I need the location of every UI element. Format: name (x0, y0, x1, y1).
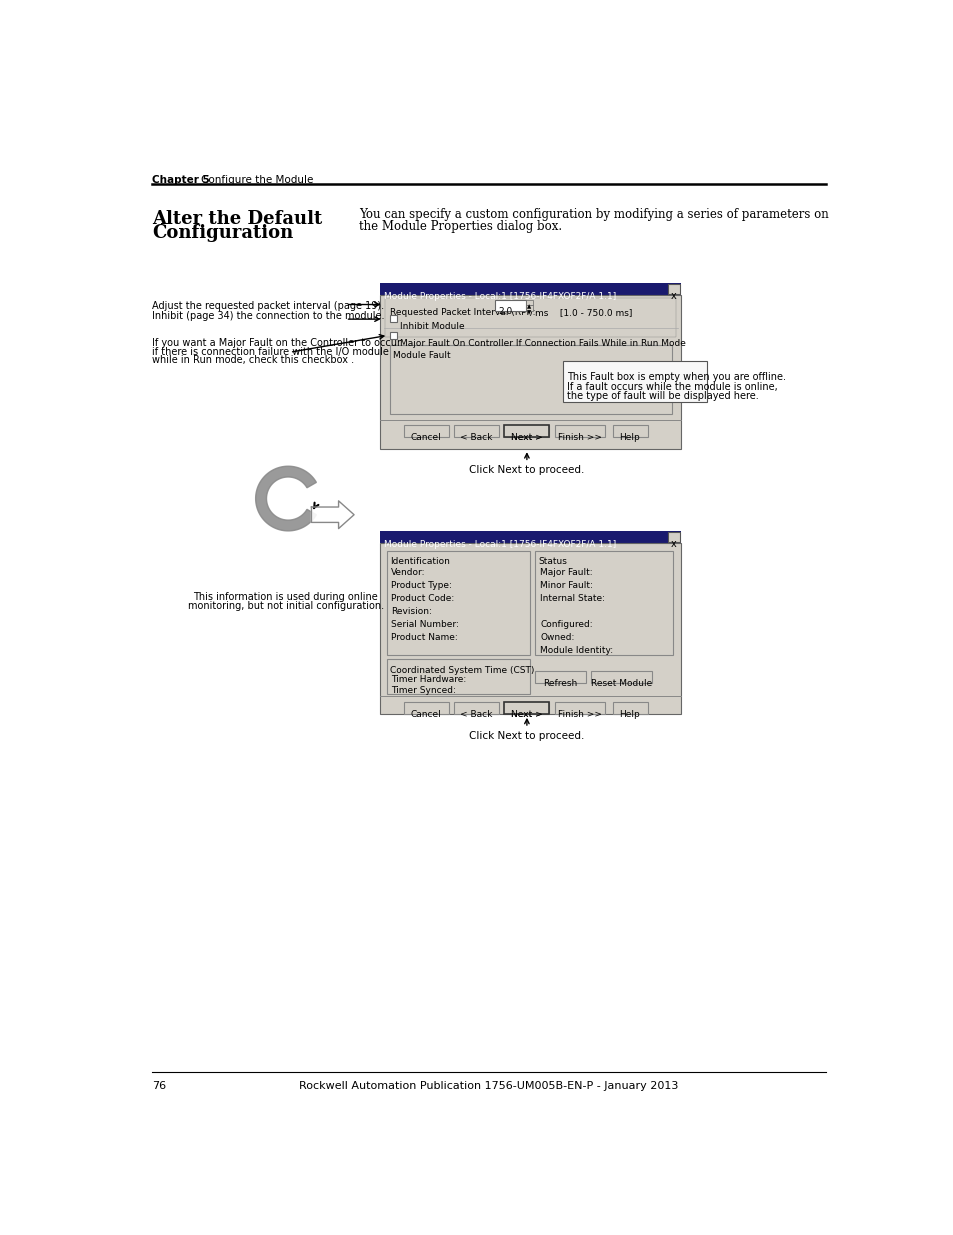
Bar (380, 283, 680, 295)
Bar (403, 425, 448, 437)
Bar (386, 659, 530, 694)
Text: x: x (670, 291, 676, 301)
Text: Help: Help (618, 433, 639, 442)
Text: Product Name:: Product Name: (391, 634, 457, 642)
Bar (386, 551, 530, 655)
Bar (390, 315, 396, 322)
Text: Major Fault:: Major Fault: (539, 568, 592, 577)
Text: monitoring, but not initial configuration.: monitoring, but not initial configuratio… (188, 601, 383, 611)
Text: the type of fault will be displayed here.: the type of fault will be displayed here… (567, 390, 759, 400)
Text: the Module Properties dialog box.: the Module Properties dialog box. (359, 220, 562, 233)
Text: Module Properties - Local:1 [1756-IF4FXOF2F/A 1.1]: Module Properties - Local:1 [1756-IF4FXO… (383, 293, 615, 301)
Text: Help: Help (618, 710, 639, 719)
Text: Finish >>: Finish >> (557, 710, 601, 719)
Text: Configuration: Configuration (152, 224, 293, 242)
Bar (454, 425, 498, 437)
Text: 76: 76 (152, 1082, 166, 1092)
Bar (612, 701, 647, 714)
Text: Next >: Next > (511, 710, 542, 719)
Bar (504, 701, 549, 714)
Bar (612, 425, 647, 437)
Text: Module Identity:: Module Identity: (539, 646, 613, 656)
Text: Vendor:: Vendor: (391, 568, 425, 577)
Text: ▲: ▲ (527, 305, 531, 310)
Bar (454, 701, 498, 714)
Text: < Back: < Back (460, 433, 492, 442)
Text: ▼: ▼ (527, 310, 531, 315)
Text: Configured:: Configured: (539, 620, 592, 629)
Text: Identification: Identification (390, 557, 449, 566)
Text: Revision:: Revision: (391, 608, 432, 616)
Bar (504, 701, 549, 714)
Text: Status: Status (537, 557, 567, 566)
Text: Next >: Next > (511, 433, 542, 442)
Text: Owned:: Owned: (539, 634, 574, 642)
Text: Click Next to proceed.: Click Next to proceed. (469, 731, 584, 741)
Bar (390, 332, 396, 340)
Bar (504, 425, 549, 437)
Bar (591, 671, 651, 683)
Text: Coordinated System Time (CST): Coordinated System Time (CST) (390, 666, 534, 674)
Text: Product Type:: Product Type: (391, 580, 452, 590)
Bar (667, 531, 679, 542)
Text: Alter the Default: Alter the Default (152, 210, 322, 227)
Text: Rockwell Automation Publication 1756-UM005B-EN-P - January 2013: Rockwell Automation Publication 1756-UM0… (299, 1082, 678, 1092)
Bar (380, 531, 680, 543)
Text: Configure the Module: Configure the Module (200, 175, 313, 185)
Text: Major Fault On Controller If Connection Fails While in Run Mode: Major Fault On Controller If Connection … (399, 340, 685, 348)
Text: Next >: Next > (511, 433, 542, 442)
Text: Module Properties - Local:1 [1756-IF4FXOF2F/A 1.1]: Module Properties - Local:1 [1756-IF4FXO… (383, 540, 615, 550)
Bar (555, 701, 604, 714)
Text: Inhibit (page 34) the connection to the module.: Inhibit (page 34) the connection to the … (152, 311, 384, 321)
Bar (525, 300, 533, 305)
Bar (667, 284, 679, 294)
Text: Timer Hardware:: Timer Hardware: (391, 674, 466, 684)
Text: Next >: Next > (511, 710, 542, 719)
Text: This Fault box is empty when you are offline.: This Fault box is empty when you are off… (567, 372, 785, 383)
Bar (555, 425, 604, 437)
Text: x: x (670, 540, 676, 550)
Text: Click Next to proceed.: Click Next to proceed. (469, 466, 584, 475)
Text: Cancel: Cancel (411, 433, 441, 442)
Text: You can specify a custom configuration by modifying a series of parameters on: You can specify a custom configuration b… (359, 209, 828, 221)
Text: Timer Synced:: Timer Synced: (391, 687, 456, 695)
Text: Product Code:: Product Code: (391, 594, 454, 603)
Text: If a fault occurs while the module is online,: If a fault occurs while the module is on… (567, 382, 777, 391)
Text: ms    [1.0 - 750.0 ms]: ms [1.0 - 750.0 ms] (535, 309, 632, 317)
Bar (535, 671, 585, 683)
Polygon shape (255, 466, 316, 531)
Text: Adjust the requested packet interval (page 19).: Adjust the requested packet interval (pa… (152, 301, 383, 311)
Text: Refresh: Refresh (542, 679, 577, 688)
Text: This information is used during online: This information is used during online (193, 593, 377, 603)
Bar (385, 299, 676, 337)
Bar (390, 345, 671, 414)
Text: If you want a Major Fault on the Controller to occur: If you want a Major Fault on the Control… (152, 338, 400, 348)
Bar (403, 701, 448, 714)
Text: 2.0: 2.0 (498, 306, 513, 316)
Text: Module Fault: Module Fault (393, 351, 450, 359)
Text: Cancel: Cancel (411, 710, 441, 719)
Bar (495, 300, 525, 311)
Text: Chapter 5: Chapter 5 (152, 175, 210, 185)
Text: Reset Module: Reset Module (590, 679, 652, 688)
Text: Inhibit Module: Inhibit Module (399, 322, 464, 331)
Bar (504, 425, 549, 437)
Text: Finish >>: Finish >> (557, 433, 601, 442)
Bar (380, 543, 680, 714)
Text: Serial Number:: Serial Number: (391, 620, 458, 629)
Bar (380, 295, 680, 448)
Text: < Back: < Back (460, 710, 492, 719)
Text: Requested Packet Interval (RPI):: Requested Packet Interval (RPI): (390, 309, 535, 317)
Bar (535, 551, 673, 655)
Bar (525, 305, 533, 311)
Text: while in Run mode, check this checkbox .: while in Run mode, check this checkbox . (152, 356, 354, 366)
Text: Internal State:: Internal State: (539, 594, 604, 603)
Text: Minor Fault:: Minor Fault: (539, 580, 593, 590)
Bar (562, 362, 706, 401)
Polygon shape (311, 501, 354, 529)
Text: if there is connection failure with the I/O module: if there is connection failure with the … (152, 347, 388, 357)
